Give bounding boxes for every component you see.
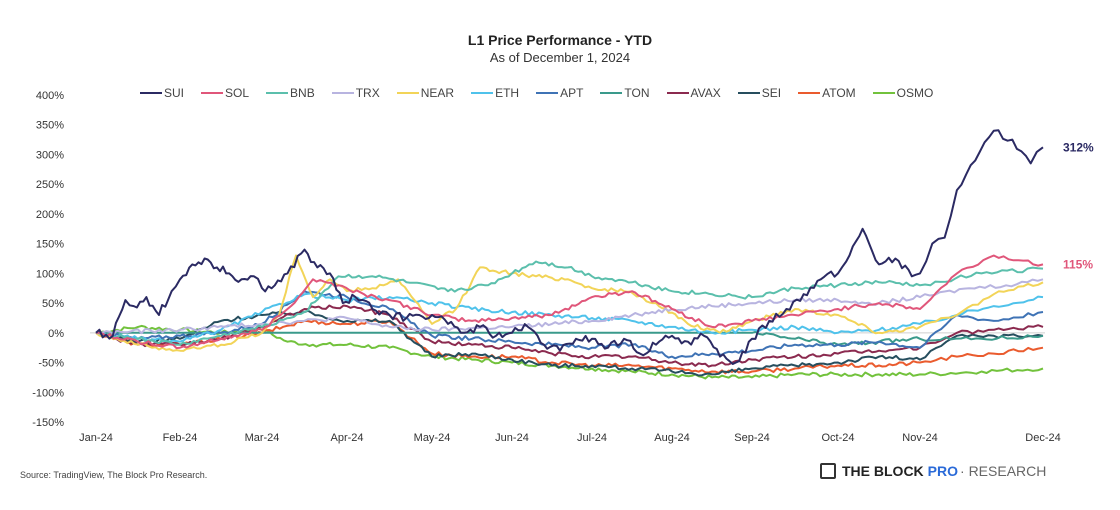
x-tick-label: Aug-24 bbox=[654, 432, 689, 444]
legend-label: AVAX bbox=[690, 86, 721, 100]
legend-swatch bbox=[266, 92, 289, 94]
y-tick-label: 100% bbox=[36, 268, 64, 280]
legend-label: SUI bbox=[164, 86, 185, 100]
x-tick-label: Nov-24 bbox=[902, 432, 937, 444]
x-tick-label: Jun-24 bbox=[495, 432, 529, 444]
legend-label: OSMO bbox=[896, 86, 934, 100]
y-tick-label: -150% bbox=[32, 417, 64, 429]
legend-swatch bbox=[396, 92, 419, 94]
brand-pro: PRO bbox=[927, 463, 959, 479]
chart-title: L1 Price Performance - YTD bbox=[467, 32, 653, 48]
y-tick-label: 350% bbox=[36, 120, 64, 132]
y-tick-label: -100% bbox=[32, 387, 64, 399]
legend-item-osmo: OSMO bbox=[872, 86, 934, 100]
series-line-apt bbox=[95, 290, 1044, 360]
x-tick-label: May-24 bbox=[414, 432, 451, 444]
legend-swatch bbox=[471, 92, 494, 94]
y-tick-label: 250% bbox=[36, 179, 64, 191]
annotation-sui: 312% bbox=[1063, 140, 1094, 154]
brand-logo: THE BLOCK PRO · RESEARCH bbox=[820, 463, 1046, 479]
legend-swatch bbox=[140, 92, 162, 94]
x-tick-label: Apr-24 bbox=[330, 432, 363, 444]
series-line-sui bbox=[95, 129, 1044, 365]
chart-subtitle: As of December 1, 2024 bbox=[489, 50, 631, 65]
legend-swatch bbox=[201, 92, 224, 94]
legend-label: APT bbox=[560, 86, 584, 100]
legend-label: TRX bbox=[355, 86, 380, 100]
series-line-bnb bbox=[95, 260, 1044, 346]
x-tick-label: Sep-24 bbox=[734, 432, 769, 444]
series-line-sol bbox=[95, 254, 1044, 350]
legend-item-eth: ETH bbox=[471, 86, 519, 100]
legend-label: SOL bbox=[225, 86, 250, 100]
legend-item-trx: TRX bbox=[331, 86, 380, 100]
legend-item-atom: ATOM bbox=[798, 86, 856, 100]
y-tick-label: 0% bbox=[48, 328, 64, 340]
x-tick-label: Jul-24 bbox=[577, 432, 607, 444]
x-tick-label: Mar-24 bbox=[245, 432, 280, 444]
legend-item-sui: SUI bbox=[140, 86, 184, 100]
legend-swatch bbox=[798, 92, 821, 94]
legend-swatch bbox=[737, 92, 760, 94]
legend-swatch bbox=[600, 92, 623, 94]
y-tick-label: 200% bbox=[36, 209, 64, 221]
legend-label: NEAR bbox=[420, 86, 455, 100]
legend-item-sol: SOL bbox=[201, 86, 249, 100]
legend-item-near: NEAR bbox=[396, 86, 455, 100]
x-tick-label: Dec-24 bbox=[1025, 432, 1060, 444]
x-tick-label: Jan-24 bbox=[79, 432, 113, 444]
the-block-logo-icon bbox=[820, 463, 836, 479]
legend-item-sei: SEI bbox=[737, 86, 782, 100]
y-tick-label: 50% bbox=[42, 298, 64, 310]
brand-main: THE BLOCK bbox=[842, 463, 924, 479]
x-tick-label: Feb-24 bbox=[163, 432, 198, 444]
brand-research: · RESEARCH bbox=[960, 463, 1047, 479]
y-tick-label: 400% bbox=[36, 90, 64, 102]
legend-item-apt: APT bbox=[536, 86, 583, 100]
series-line-trx bbox=[95, 278, 1044, 335]
legend-label: BNB bbox=[290, 86, 315, 100]
legend-label: ETH bbox=[495, 86, 520, 100]
legend-swatch bbox=[872, 92, 895, 94]
series-line-near bbox=[95, 254, 1044, 352]
y-tick-label: 300% bbox=[36, 149, 64, 161]
legend-label: TON bbox=[624, 86, 650, 100]
annotation-sol: 115% bbox=[1063, 257, 1093, 271]
legend-item-avax: AVAX bbox=[666, 86, 721, 100]
legend-item-bnb: BNB bbox=[266, 86, 315, 100]
legend-swatch bbox=[331, 92, 354, 94]
legend-item-ton: TON bbox=[600, 86, 650, 100]
legend-swatch bbox=[536, 92, 559, 94]
legend-label: SEI bbox=[761, 86, 782, 100]
x-tick-label: Oct-24 bbox=[821, 432, 854, 444]
legend-swatch bbox=[666, 92, 689, 94]
y-tick-label: -50% bbox=[38, 358, 64, 370]
y-tick-label: 150% bbox=[36, 239, 64, 251]
source-note: Source: TradingView, The Block Pro Resea… bbox=[20, 470, 208, 480]
legend-label: ATOM bbox=[822, 86, 856, 100]
legend: SUI SOL BNB TRX NEAR ETH APT TON AVAX SEI ATOM OSMO bbox=[140, 86, 950, 100]
